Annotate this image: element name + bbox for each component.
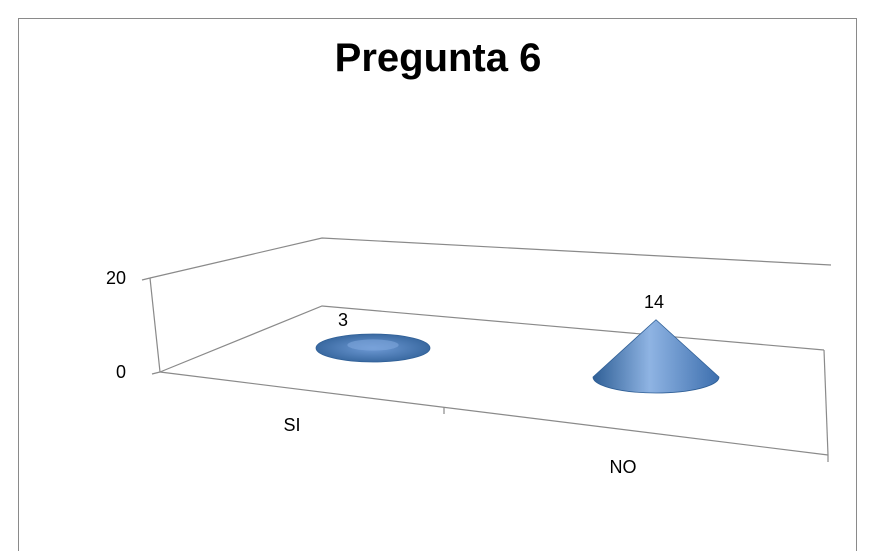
data-label-no: 14 [644,292,664,312]
x-tick-label-no: NO [610,457,637,477]
y-axis-line [149,277,161,373]
chart-title: Pregunta 6 [334,36,542,80]
cone-no [592,319,720,394]
y-tick-20 [141,277,151,281]
x-tick-labels: SI NO [283,415,636,477]
x-tick-label-si: SI [283,415,300,435]
cone-series [315,319,720,394]
data-labels: 3 14 [338,292,664,330]
chart-border [18,18,857,551]
y-tick-0 [151,371,161,375]
back-wall-top-edge [149,237,832,279]
floor-left-edge [159,371,829,456]
y-tick-labels: 0 20 [106,268,126,382]
y-tick-label: 0 [116,362,126,382]
floor-right-edge [823,349,829,456]
axes-frame [141,237,832,462]
data-label-si: 3 [338,310,348,330]
y-tick-label: 20 [106,268,126,288]
cone-si [315,333,431,363]
floor-back-edge [159,305,825,373]
